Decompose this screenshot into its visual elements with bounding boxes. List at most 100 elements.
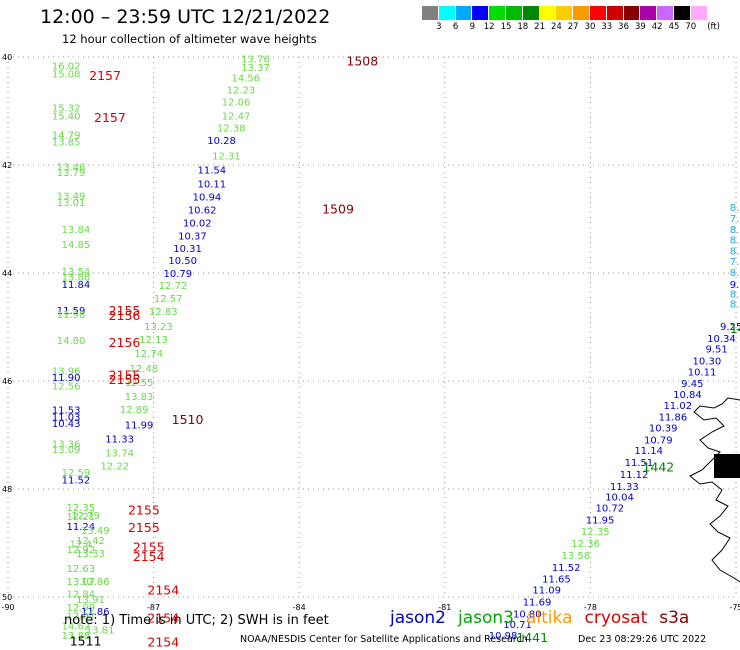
colorbar-cell — [606, 6, 624, 20]
wave-height-value: 15.40 — [52, 111, 81, 122]
wave-height-value: 14.85 — [62, 240, 91, 251]
wave-height-value: 10.34 — [707, 334, 736, 345]
wave-height-value: 8.08 — [730, 203, 740, 214]
wave-height-value: 12.36 — [571, 539, 600, 550]
wave-height-value: 10.50 — [168, 256, 197, 267]
wave-height-value: 10.84 — [673, 390, 702, 401]
wave-height-value: 13.85 — [52, 137, 81, 148]
wave-height-value: 9.29 — [730, 280, 740, 291]
wave-height-value: 11.84 — [62, 280, 91, 291]
colorbar-cell — [422, 6, 439, 20]
chart-title: 12:00 – 23:59 UTC 12/21/2022 — [40, 6, 331, 28]
wave-height-value: 12.23 — [227, 85, 256, 96]
wave-height-value: 11.53 — [52, 406, 81, 417]
colorbar-cell — [455, 6, 473, 20]
colorbar-cell — [556, 6, 574, 20]
wave-height-value: 10.39 — [649, 424, 678, 435]
wave-height-value: 7.87 — [730, 214, 740, 225]
wave-height-value: 10.43 — [52, 419, 81, 430]
wave-height-value: 12.72 — [159, 281, 188, 292]
wave-height-value: 13.74 — [105, 448, 134, 459]
wave-height-value: 10.71 — [503, 620, 532, 631]
wave-height-value: 11.98 — [57, 310, 86, 321]
x-tick-label: -75 — [729, 603, 740, 612]
wave-height-value: 12.47 — [222, 111, 251, 122]
wave-height-value: 10.79 — [644, 435, 673, 446]
wave-height-value: 10.28 — [207, 136, 236, 147]
wave-height-value: 11.95 — [586, 515, 615, 526]
colorbar-label: 21 — [534, 22, 546, 32]
x-tick-label: -84 — [293, 603, 306, 612]
colorbar-label: 36 — [618, 22, 630, 32]
wave-height-value: 12.92 — [66, 545, 95, 556]
wave-height-value: 8.56 — [730, 236, 740, 247]
wave-height-value: 11.24 — [66, 522, 95, 533]
pass-time-label: 1511 — [70, 633, 102, 648]
wave-height-value: 13.88 — [62, 272, 91, 283]
wave-height-value: 13.88 — [62, 631, 91, 642]
chart-subtitle: 12 hour collection of altimeter wave hei… — [62, 32, 317, 46]
x-tick-label: -90 — [1, 603, 14, 612]
wave-height-value: 12.31 — [212, 151, 241, 162]
colorbar-cell — [438, 6, 456, 20]
wave-height-value: 12.86 — [81, 577, 110, 588]
pass-time-label: 2157 — [94, 110, 126, 125]
wave-height-value: 11.99 — [125, 420, 154, 431]
wave-height-value: 13.33 — [76, 549, 105, 560]
colorbar-labels: 3 6 9 12 15 18 21 24 27 30 33 36 39 42 45 70 (ft) — [422, 20, 720, 32]
y-tick-label: 42 — [2, 161, 12, 170]
pass-time-label: 1510 — [172, 412, 204, 427]
wave-height-value: 12.21 — [66, 512, 95, 523]
wave-height-value: 10.79 — [164, 269, 193, 280]
wave-height-value: 11.09 — [532, 586, 561, 597]
wave-height-value: 12.99 — [66, 603, 95, 614]
colorbar-label: 12 — [483, 22, 495, 32]
x-tick-label: -87 — [147, 603, 160, 612]
satellite-legend-item: jason3 — [458, 608, 514, 628]
wave-height-value: 14.56 — [231, 74, 260, 85]
pass-time-label: 2155 — [128, 503, 160, 518]
wave-height-value: 12.63 — [66, 564, 95, 575]
wave-height-value: 13.07 — [66, 577, 95, 588]
pass-time-label: 2154 — [147, 634, 179, 649]
wave-height-value: 11.33 — [105, 434, 134, 445]
wave-height-value: 11.03 — [52, 413, 81, 424]
colorbar-label: 27 — [567, 22, 579, 32]
wave-height-value: 12.35 — [66, 503, 95, 514]
colorbar-unit: (ft) — [707, 22, 720, 32]
wave-height-value: 11.54 — [198, 165, 227, 176]
colorbar-cell — [690, 6, 708, 20]
wave-height-value: 11.52 — [62, 475, 91, 486]
wave-height-value: 16.02 — [52, 62, 81, 73]
wave-height-value: 11.59 — [57, 306, 86, 317]
wave-height-value: 8.74 — [730, 225, 740, 236]
pass-time-label: 2155 — [109, 372, 141, 387]
wave-height-value: 11.52 — [552, 563, 581, 574]
colorbar-cell — [657, 6, 674, 20]
wave-height-value: 12.06 — [222, 97, 251, 108]
colorbar-cell — [623, 6, 641, 20]
credit-date: Dec 23 08:29:26 UTC 2022 — [578, 634, 707, 645]
wave-height-value: 9.25 — [720, 322, 740, 333]
wave-height-value: 13.36 — [52, 440, 81, 451]
satellite-legend: jason2 jason3 altika cryosat s3a — [390, 608, 701, 628]
colorbar-cell — [589, 6, 607, 20]
colorbar-label: 30 — [584, 22, 596, 32]
wave-height-value: 11.90 — [52, 373, 81, 384]
colorbar-label: 45 — [668, 22, 680, 32]
wave-height-value: 10.37 — [178, 231, 207, 242]
satellite-legend-item: jason2 — [390, 608, 446, 628]
satellite-legend-item: altika — [526, 608, 573, 628]
wave-height-value: 10.72 — [595, 503, 624, 514]
wave-height-value: 13.46 — [57, 163, 86, 174]
wave-height-value: 11.86 — [81, 607, 110, 618]
y-tick-label: 50 — [2, 593, 12, 602]
satellite-legend-item: cryosat — [584, 608, 648, 628]
colorbar-cell — [489, 6, 506, 20]
wave-height-value: 11.86 — [659, 413, 688, 424]
pass-time-label: 1442 — [642, 459, 674, 474]
wave-height-value: 10.80 — [513, 609, 542, 620]
wave-height-value: 12.84 — [66, 589, 95, 600]
wave-height-value: 12.59 — [62, 468, 91, 479]
